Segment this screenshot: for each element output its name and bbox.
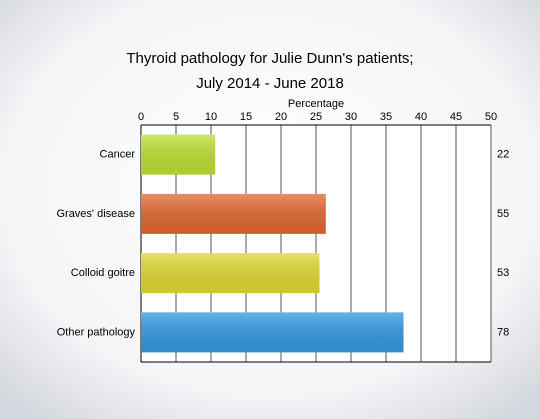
x-tick-label: 25 (310, 111, 322, 123)
y-tick-label: Graves' disease (56, 208, 135, 220)
x-axis-label: Percentage (288, 98, 344, 110)
count-label: 78 (497, 326, 509, 338)
x-tick-label: 20 (275, 111, 287, 123)
x-tick-label: 5 (173, 111, 179, 123)
x-tick-label: 10 (205, 111, 217, 123)
count-label: 55 (497, 208, 509, 220)
x-tick-label: 45 (450, 111, 462, 123)
bar-shade (141, 193, 326, 234)
chart-title: Thyroid pathology for Julie Dunn's patie… (126, 50, 413, 67)
x-tick-label: 40 (415, 111, 427, 123)
bar-shade (141, 312, 404, 353)
y-tick-label: Other pathology (57, 326, 136, 338)
bar-shade (141, 253, 320, 294)
y-tick-label: Colloid goitre (71, 267, 135, 279)
y-tick-label: Cancer (100, 149, 136, 161)
bar-shade (141, 134, 216, 175)
count-label: 22 (497, 149, 509, 161)
x-tick-label: 35 (380, 111, 392, 123)
x-tick-label: 50 (485, 111, 497, 123)
x-tick-label: 15 (240, 111, 252, 123)
count-label: 53 (497, 267, 509, 279)
chart-subtitle: July 2014 - June 2018 (196, 75, 344, 92)
x-tick-label: 0 (138, 111, 144, 123)
x-tick-label: 30 (345, 111, 357, 123)
